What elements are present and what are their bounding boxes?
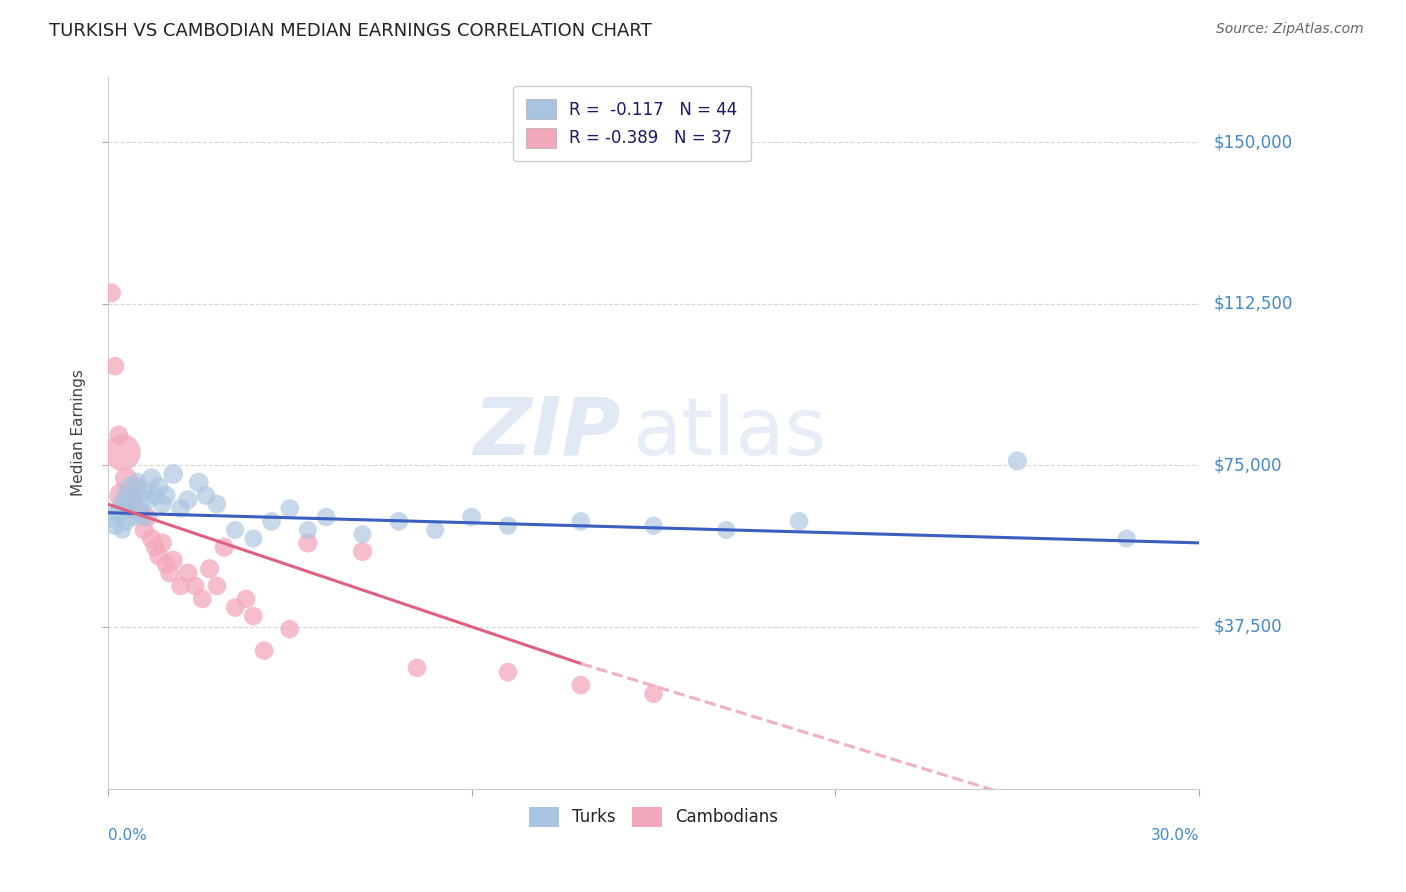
Point: [315, 510, 337, 524]
Point: [716, 523, 738, 537]
Point: [569, 678, 592, 692]
Point: [111, 445, 134, 459]
Text: 30.0%: 30.0%: [1152, 828, 1199, 843]
Point: [278, 622, 301, 636]
Point: [104, 359, 127, 374]
Point: [205, 579, 228, 593]
Point: [191, 591, 214, 606]
Text: Source: ZipAtlas.com: Source: ZipAtlas.com: [1216, 22, 1364, 37]
Point: [143, 488, 166, 502]
Point: [122, 492, 145, 507]
Point: [118, 488, 141, 502]
Point: [150, 497, 173, 511]
Point: [100, 285, 122, 300]
Point: [155, 488, 177, 502]
Point: [118, 501, 141, 516]
Point: [177, 492, 200, 507]
Point: [224, 600, 246, 615]
Point: [177, 566, 200, 580]
Point: [143, 540, 166, 554]
Point: [118, 480, 141, 494]
Point: [643, 518, 665, 533]
Text: $150,000: $150,000: [1213, 133, 1292, 151]
Point: [162, 553, 184, 567]
Point: [115, 514, 138, 528]
Point: [134, 510, 156, 524]
Point: [224, 523, 246, 537]
Point: [125, 475, 148, 490]
Point: [352, 544, 374, 558]
Point: [195, 488, 218, 502]
Point: [162, 467, 184, 481]
Point: [107, 506, 129, 520]
Point: [148, 480, 170, 494]
Point: [643, 687, 665, 701]
Point: [159, 566, 181, 580]
Point: [125, 480, 148, 494]
Point: [115, 488, 138, 502]
Point: [100, 510, 122, 524]
Point: [242, 532, 264, 546]
Point: [242, 609, 264, 624]
Point: [141, 471, 163, 485]
Point: [150, 536, 173, 550]
Point: [169, 501, 191, 516]
Point: [425, 523, 447, 537]
Point: [235, 591, 257, 606]
Point: [134, 484, 156, 499]
Point: [388, 514, 411, 528]
Point: [460, 510, 482, 524]
Text: $75,000: $75,000: [1213, 457, 1282, 475]
Point: [129, 506, 152, 520]
Point: [297, 523, 319, 537]
Point: [205, 497, 228, 511]
Point: [297, 536, 319, 550]
Text: $112,500: $112,500: [1213, 294, 1292, 313]
Y-axis label: Median Earnings: Median Earnings: [72, 369, 86, 497]
Point: [134, 523, 156, 537]
Point: [1115, 532, 1137, 546]
Point: [122, 501, 145, 516]
Point: [1007, 454, 1029, 468]
Point: [148, 549, 170, 563]
Point: [198, 562, 221, 576]
Point: [253, 643, 276, 657]
Text: 0.0%: 0.0%: [108, 828, 146, 843]
Text: ZIP: ZIP: [474, 394, 621, 472]
Point: [352, 527, 374, 541]
Legend: Turks, Cambodians: Turks, Cambodians: [522, 800, 785, 833]
Point: [169, 579, 191, 593]
Point: [136, 510, 159, 524]
Point: [406, 661, 429, 675]
Point: [187, 475, 209, 490]
Text: $37,500: $37,500: [1213, 618, 1282, 636]
Point: [278, 501, 301, 516]
Text: TURKISH VS CAMBODIAN MEDIAN EARNINGS CORRELATION CHART: TURKISH VS CAMBODIAN MEDIAN EARNINGS COR…: [49, 22, 652, 40]
Point: [122, 510, 145, 524]
Point: [496, 665, 519, 680]
Point: [787, 514, 810, 528]
Point: [496, 518, 519, 533]
Point: [115, 471, 138, 485]
Point: [212, 540, 235, 554]
Point: [107, 428, 129, 442]
Point: [136, 492, 159, 507]
Point: [129, 501, 152, 516]
Text: atlas: atlas: [631, 394, 827, 472]
Point: [111, 523, 134, 537]
Point: [184, 579, 207, 593]
Point: [155, 558, 177, 572]
Point: [104, 518, 127, 533]
Point: [111, 497, 134, 511]
Point: [569, 514, 592, 528]
Point: [111, 488, 134, 502]
Point: [260, 514, 283, 528]
Point: [141, 532, 163, 546]
